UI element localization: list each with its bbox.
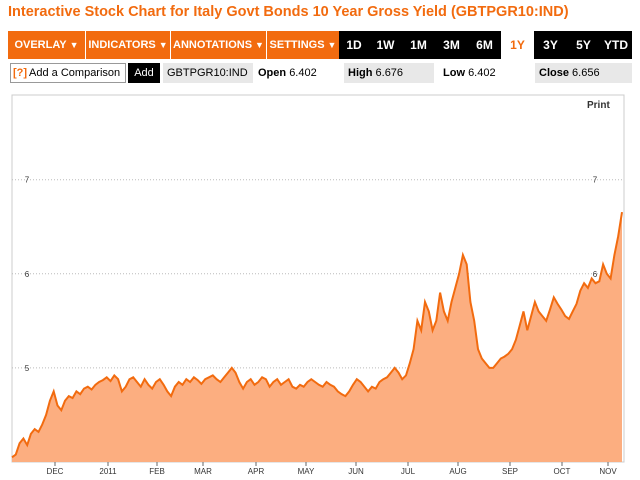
x-tick-label: NOV: [599, 467, 617, 476]
y-tick-label-right: 7: [593, 176, 598, 185]
x-tick-label: JUL: [401, 467, 416, 476]
ticker-symbol: GBTPGR10:IND: [163, 63, 253, 83]
close-stat: Close 6.656: [535, 63, 632, 83]
yield-line: [11, 211, 623, 459]
range-1y-button[interactable]: 1Y: [501, 31, 534, 59]
y-tick-label-right: 6: [593, 270, 598, 279]
indicators-menu-label: INDICATORS: [88, 39, 156, 51]
x-tick-label: AUG: [449, 467, 466, 476]
low-value: 6.402: [468, 67, 496, 79]
yield-area: [12, 212, 622, 462]
settings-menu-button[interactable]: SETTINGS ▼: [267, 31, 339, 59]
open-stat: Open 6.402: [258, 63, 338, 83]
chevron-down-icon: ▼: [158, 40, 168, 50]
range-ytd-button[interactable]: YTD: [600, 31, 632, 59]
print-link[interactable]: Print: [587, 100, 610, 111]
page-title: Interactive Stock Chart for Italy Govt B…: [8, 4, 569, 20]
settings-menu-label: SETTINGS: [269, 39, 325, 51]
chevron-down-icon: ▼: [327, 40, 337, 50]
help-icon[interactable]: [?]: [13, 67, 28, 79]
x-tick-label: FEB: [149, 467, 165, 476]
y-tick-label-left: 7: [25, 176, 30, 185]
x-tick-label: SEP: [502, 467, 518, 476]
x-tick-label: DEC: [47, 467, 64, 476]
chevron-down-icon: ▼: [255, 40, 264, 50]
range-3y-button[interactable]: 3Y: [534, 31, 567, 59]
high-stat: High 6.676: [344, 63, 434, 83]
x-tick-label: MAR: [194, 467, 212, 476]
add-comparison-input[interactable]: [?] Add a Comparison: [10, 63, 126, 83]
range-1w-button[interactable]: 1W: [369, 31, 402, 59]
close-value: 6.656: [572, 67, 600, 79]
range-1d-button[interactable]: 1D: [339, 31, 369, 59]
range-3m-button[interactable]: 3M: [435, 31, 468, 59]
chevron-down-icon: ▼: [69, 40, 79, 50]
y-tick-label-left: 6: [25, 270, 30, 279]
close-label: Close: [539, 67, 569, 79]
x-tick-label: MAY: [298, 467, 315, 476]
range-1m-button[interactable]: 1M: [402, 31, 435, 59]
x-tick-label: APR: [248, 467, 265, 476]
add-comparison-button[interactable]: Add: [128, 63, 160, 83]
add-comparison-placeholder: Add a Comparison: [29, 67, 121, 79]
open-value: 6.402: [289, 67, 317, 79]
low-label: Low: [443, 67, 465, 79]
low-stat: Low 6.402: [443, 63, 523, 83]
x-tick-label: JUN: [348, 467, 364, 476]
high-label: High: [348, 67, 373, 79]
high-value: 6.676: [375, 67, 404, 79]
range-6m-button[interactable]: 6M: [468, 31, 501, 59]
chart-toolbar: OVERLAY ▼ INDICATORS ▼ ANNOTATIONS ▼ SETTIN…: [8, 31, 632, 59]
quote-info-row: [?] Add a Comparison Add GBTPGR10:IND Ope…: [8, 63, 632, 83]
x-tick-label: OCT: [554, 467, 571, 476]
annotations-menu-label: ANNOTATIONS: [173, 39, 253, 51]
open-label: Open: [258, 67, 287, 79]
y-tick-label-left: 5: [25, 364, 30, 373]
overlay-menu-label: OVERLAY: [14, 39, 67, 51]
range-5y-button[interactable]: 5Y: [567, 31, 600, 59]
x-tick-label: 2011: [99, 467, 117, 476]
overlay-menu-button[interactable]: OVERLAY ▼: [8, 31, 86, 59]
annotations-menu-button[interactable]: ANNOTATIONS ▼: [171, 31, 267, 59]
indicators-menu-button[interactable]: INDICATORS ▼: [86, 31, 171, 59]
